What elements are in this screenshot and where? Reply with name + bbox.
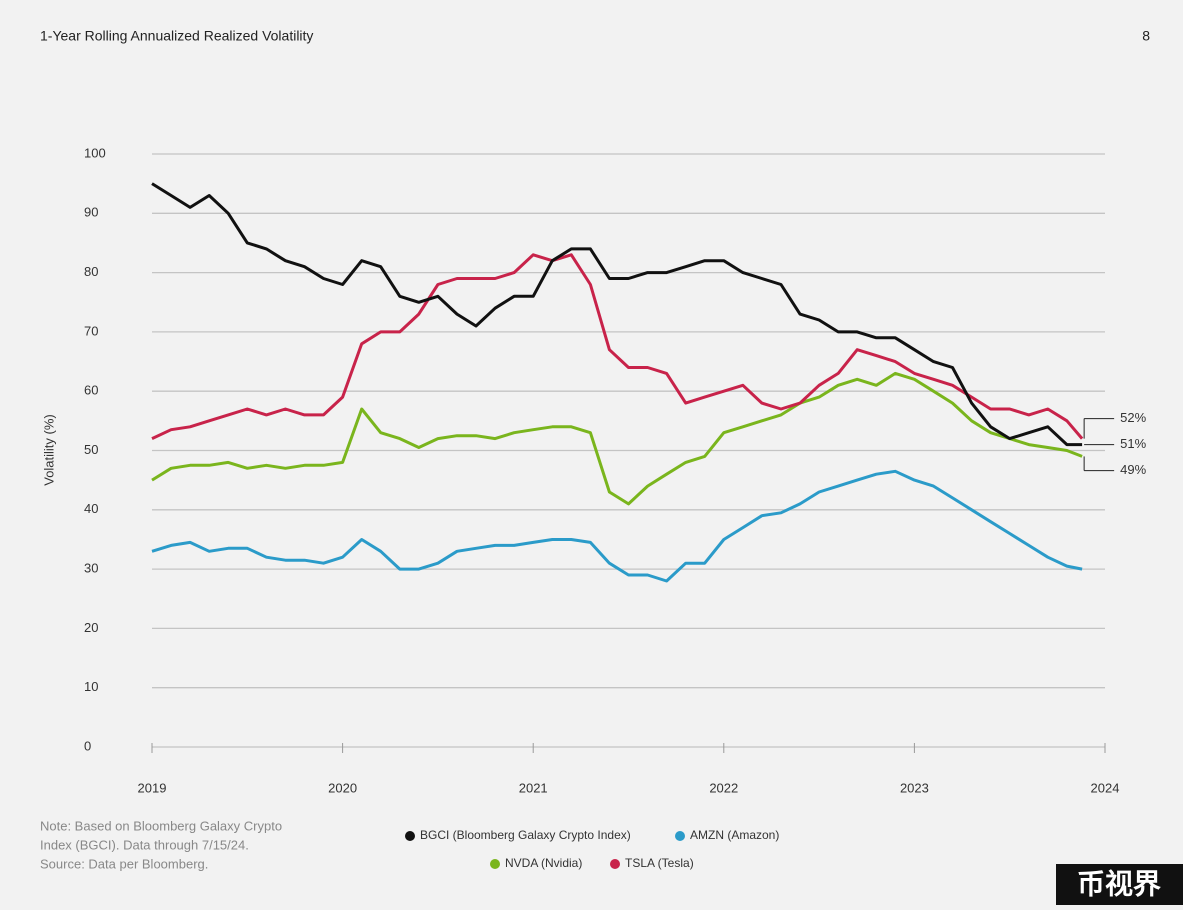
- series-line: [151, 182, 1083, 447]
- y-tick-label: 50: [84, 442, 98, 457]
- legend-label: AMZN (Amazon): [690, 828, 779, 842]
- x-tick-label: 2022: [709, 780, 738, 795]
- y-tick-label: 100: [84, 145, 106, 160]
- y-tick-label: 20: [84, 620, 98, 635]
- y-tick-label: 30: [84, 561, 98, 576]
- watermark: 币视界: [1077, 868, 1161, 899]
- y-tick-label: 60: [84, 383, 98, 398]
- legend-swatch: [405, 831, 415, 841]
- series-line: [151, 253, 1084, 440]
- end-label: 49%: [1120, 462, 1146, 477]
- x-tick-label: 2023: [900, 780, 929, 795]
- x-tick-label: 2020: [328, 780, 357, 795]
- series-line: [151, 469, 1083, 583]
- series-line: [151, 371, 1083, 506]
- legend-label: NVDA (Nvidia): [505, 856, 582, 870]
- x-tick-label: 2019: [138, 780, 167, 795]
- y-tick-label: 10: [84, 679, 98, 694]
- y-tick-label: 90: [84, 205, 98, 220]
- note-line: Index (BGCI). Data through 7/15/24.: [40, 837, 249, 852]
- note-line: Source: Data per Bloomberg.: [40, 856, 208, 871]
- end-label: 52%: [1120, 410, 1146, 425]
- legend-label: TSLA (Tesla): [625, 856, 694, 870]
- page-title: 1-Year Rolling Annualized Realized Volat…: [40, 28, 313, 44]
- y-tick-label: 80: [84, 264, 98, 279]
- legend-swatch: [610, 859, 620, 869]
- watermark-box: [1056, 864, 1183, 905]
- y-tick-label: 0: [84, 738, 91, 753]
- y-axis-label: Volatility (%): [41, 414, 56, 486]
- legend-label: BGCI (Bloomberg Galaxy Crypto Index): [420, 828, 631, 842]
- legend-swatch: [490, 859, 500, 869]
- x-tick-label: 2024: [1091, 780, 1120, 795]
- y-tick-label: 40: [84, 501, 98, 516]
- page-number: 8: [1142, 28, 1150, 44]
- y-tick-label: 70: [84, 323, 98, 338]
- x-tick-label: 2021: [519, 780, 548, 795]
- end-label: 51%: [1120, 436, 1146, 451]
- note-line: Note: Based on Bloomberg Galaxy Crypto: [40, 818, 282, 833]
- legend-swatch: [675, 831, 685, 841]
